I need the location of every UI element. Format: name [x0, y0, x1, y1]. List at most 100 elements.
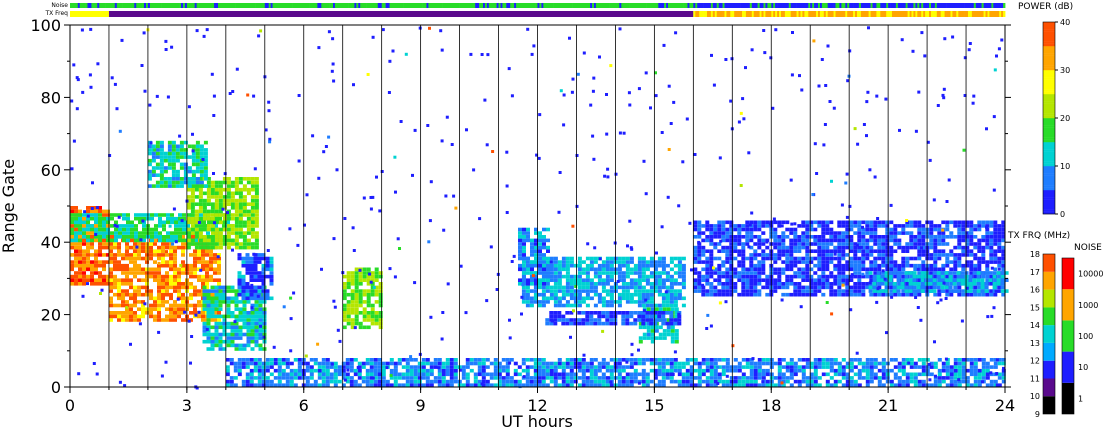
noise-segment — [993, 3, 996, 8]
noise-segment — [999, 3, 1002, 8]
txfreq-colorbar-frame — [1042, 253, 1056, 415]
power-tick-label: 10 — [1060, 162, 1070, 171]
noise-segment — [210, 3, 213, 8]
power-color-cell — [1043, 72, 1055, 75]
noise-segment — [917, 3, 920, 8]
noise-segment — [553, 3, 556, 8]
noise-segment — [428, 3, 431, 8]
power-color-cell — [1043, 137, 1055, 140]
power-color-cell — [1043, 55, 1055, 59]
noise-segment — [816, 3, 819, 8]
noise-segment — [122, 3, 125, 8]
noise-segment — [155, 3, 158, 8]
noise-segment — [658, 3, 661, 8]
noise-segment — [481, 3, 484, 8]
noise-segment — [788, 3, 792, 8]
noise-segment — [204, 3, 207, 8]
noise-segment — [718, 3, 721, 8]
noise-segment — [989, 3, 992, 8]
noise-segment — [531, 3, 534, 8]
noise-segment — [603, 3, 606, 8]
noise-segment — [420, 3, 423, 8]
txfreq-segment — [814, 11, 817, 17]
power-color-cell — [1043, 178, 1055, 181]
noise-segment — [975, 3, 979, 8]
noise-segment — [142, 3, 145, 8]
noise-segment — [913, 3, 916, 8]
txfreq-segment — [765, 11, 768, 17]
noise-segment — [878, 3, 881, 8]
noise-segment — [964, 3, 967, 8]
noise-segment — [221, 3, 225, 8]
noise-segment — [769, 3, 772, 8]
power-color-cell — [1043, 173, 1055, 176]
noise-segment — [576, 3, 579, 8]
power-color-cell — [1043, 166, 1055, 169]
txfreq-segment — [958, 11, 961, 17]
noise-segment — [687, 3, 690, 8]
noise-segment — [235, 3, 238, 8]
noise-segment — [944, 3, 947, 8]
noise-segment — [484, 3, 488, 8]
noise-segment — [693, 3, 696, 8]
noise-segment — [601, 3, 605, 8]
noise-segment — [370, 3, 373, 8]
noise-segment — [991, 3, 994, 8]
noise-segment — [488, 3, 492, 8]
txfreq-segment — [932, 11, 936, 17]
noise-segment — [500, 3, 503, 8]
noise-segment — [558, 3, 562, 8]
noise-segment — [147, 3, 151, 8]
noise-segment — [434, 3, 437, 8]
noise-segment — [385, 3, 388, 8]
txfreq-segment — [921, 11, 924, 17]
noise-segment — [116, 3, 120, 8]
txfreq-segment — [823, 11, 827, 17]
noise-segment — [547, 3, 550, 8]
noise-segment — [438, 3, 441, 8]
noise-segment — [126, 3, 129, 8]
power-color-cell — [1043, 149, 1055, 152]
noise-segment — [654, 3, 657, 8]
noise-segment — [494, 3, 497, 8]
noise-segment — [619, 3, 622, 8]
txfreq-segment — [880, 11, 883, 17]
noise-segment — [673, 3, 677, 8]
noise-segment — [636, 3, 640, 8]
noise-segment — [325, 3, 328, 8]
noise-segment — [375, 3, 379, 8]
txfreq-segment — [855, 11, 858, 17]
noise-segment — [862, 3, 866, 8]
txfreq-segment — [771, 11, 774, 17]
noise-segment — [130, 3, 133, 8]
noise-segment — [309, 3, 312, 8]
txfreq-tick-label: 9 — [1035, 410, 1040, 419]
noise-segment — [812, 3, 815, 8]
noise-segment — [708, 3, 712, 8]
noise-segment — [346, 3, 349, 8]
noise-segment — [286, 3, 289, 8]
x-tick-label: 9 — [416, 396, 426, 415]
power-tick-label: 30 — [1060, 66, 1070, 75]
txfreq-segment — [800, 11, 803, 17]
noise-segment — [714, 3, 718, 8]
noise-segment — [847, 3, 850, 8]
power-color-cell — [1043, 89, 1055, 92]
noise-segment — [124, 3, 127, 8]
noise-segment — [399, 3, 402, 8]
x-tick-label: 3 — [182, 396, 192, 415]
txfreq-segment — [829, 11, 832, 17]
noise-segment — [640, 3, 643, 8]
noise-colorbar: NOISE 1 10 100 1000 10000 — [1061, 243, 1103, 415]
txfreq-segment — [956, 11, 959, 17]
txfreq-segment — [843, 11, 846, 17]
noise-segment — [786, 3, 790, 8]
noise-status-bar — [70, 3, 1006, 8]
power-color-cell — [1043, 110, 1055, 114]
power-color-cell — [1043, 53, 1055, 56]
noise-segment — [218, 3, 221, 8]
power-color-cell — [1043, 98, 1055, 102]
noise-segment — [858, 3, 862, 8]
txfreq-segment — [884, 11, 887, 17]
